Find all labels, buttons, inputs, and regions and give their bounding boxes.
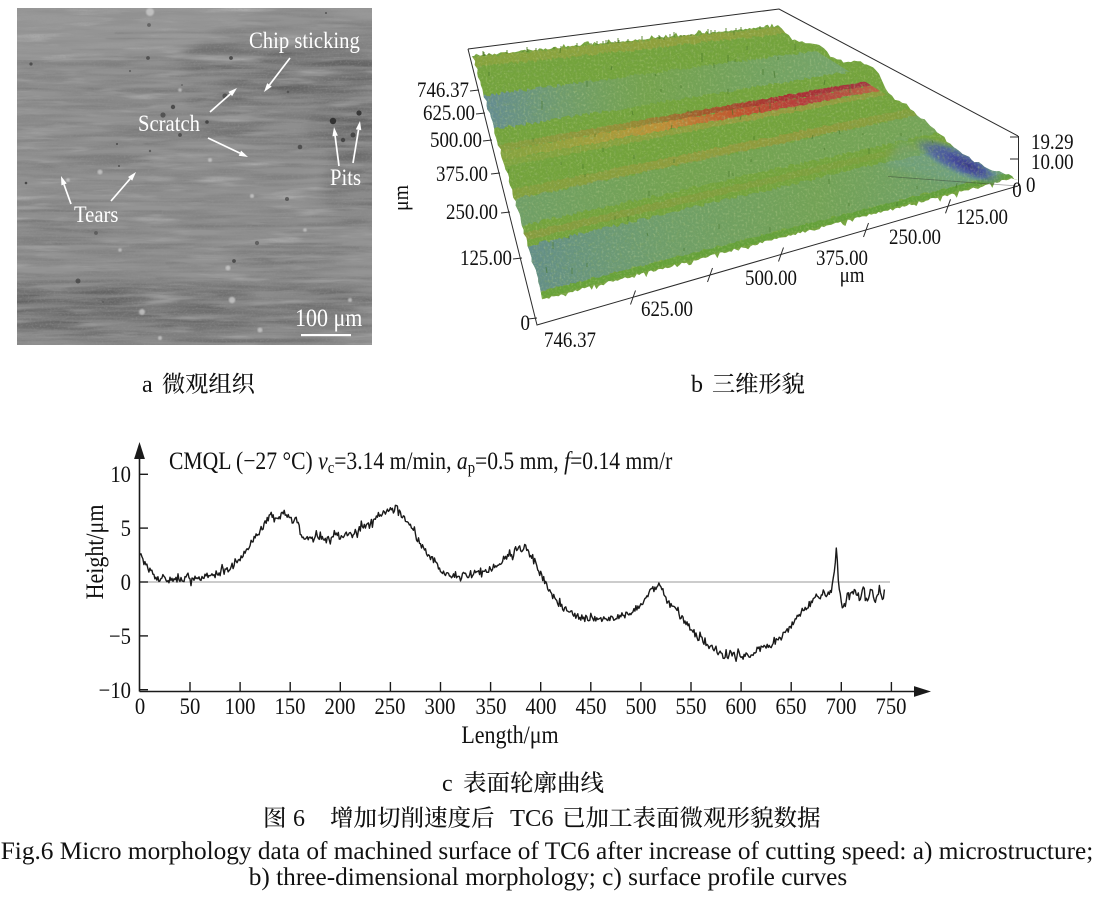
svg-text:0: 0 xyxy=(121,569,131,596)
svg-text:750: 750 xyxy=(875,693,906,720)
svg-text:375.00: 375.00 xyxy=(436,163,488,187)
svg-text:100 μm: 100 μm xyxy=(295,305,362,333)
svg-text:0: 0 xyxy=(521,312,530,336)
svg-text:125.00: 125.00 xyxy=(956,206,1008,230)
svg-text:700: 700 xyxy=(825,693,856,720)
svg-text:19.29: 19.29 xyxy=(1031,131,1074,155)
svg-text:350: 350 xyxy=(475,693,506,720)
svg-text:10.00: 10.00 xyxy=(1031,151,1074,175)
svg-text:250.00: 250.00 xyxy=(889,226,941,250)
svg-text:125.00: 125.00 xyxy=(460,247,512,271)
svg-text:b) three-dimensional morpholog: b) three-dimensional morphology; c) surf… xyxy=(249,863,847,891)
svg-text:500: 500 xyxy=(625,693,656,720)
svg-text:500.00: 500.00 xyxy=(430,129,482,153)
svg-text:10: 10 xyxy=(110,461,131,488)
svg-text:375.00: 375.00 xyxy=(816,247,868,271)
svg-text:CMQL (−27 °C) vc=3.14 m/min, a: CMQL (−27 °C) vc=3.14 m/min, ap=0.5 mm, … xyxy=(169,448,673,478)
svg-text:Fig.6 Micro morphology data of: Fig.6 Micro morphology data of machined … xyxy=(1,837,1094,865)
svg-text:600: 600 xyxy=(725,693,756,720)
svg-text:100: 100 xyxy=(224,693,255,720)
svg-text:500.00: 500.00 xyxy=(745,267,797,291)
svg-text:Height/μm: Height/μm xyxy=(82,505,110,600)
svg-text:746.37: 746.37 xyxy=(417,79,469,103)
svg-text:450: 450 xyxy=(575,693,606,720)
svg-text:Pits: Pits xyxy=(330,164,361,191)
svg-text:50: 50 xyxy=(180,693,201,720)
svg-text:μm: μm xyxy=(388,185,413,211)
svg-text:650: 650 xyxy=(775,693,806,720)
svg-text:746.37: 746.37 xyxy=(544,329,596,353)
svg-text:Length/μm: Length/μm xyxy=(461,722,558,750)
svg-text:150: 150 xyxy=(274,693,305,720)
svg-text:μm: μm xyxy=(840,264,865,288)
svg-text:TC6: TC6 xyxy=(510,805,554,832)
svg-text:−5: −5 xyxy=(109,623,131,650)
svg-text:250: 250 xyxy=(374,693,405,720)
svg-text:b: b xyxy=(691,372,703,398)
svg-text:0: 0 xyxy=(1026,174,1035,198)
svg-text:625.00: 625.00 xyxy=(641,298,693,322)
svg-text:−10: −10 xyxy=(99,677,131,704)
svg-text:c: c xyxy=(442,771,453,797)
svg-text:0: 0 xyxy=(135,693,145,720)
svg-text:550: 550 xyxy=(675,693,706,720)
svg-text:0: 0 xyxy=(1012,179,1021,203)
svg-text:5: 5 xyxy=(121,515,131,542)
svg-text:400: 400 xyxy=(525,693,556,720)
svg-text:Chip sticking: Chip sticking xyxy=(249,27,360,54)
svg-text:200: 200 xyxy=(324,693,355,720)
svg-text:625.00: 625.00 xyxy=(423,102,475,126)
svg-text:a: a xyxy=(142,372,153,398)
svg-text:Scratch: Scratch xyxy=(138,110,200,137)
svg-text:6: 6 xyxy=(293,806,305,832)
svg-text:Tears: Tears xyxy=(74,201,118,228)
svg-text:250.00: 250.00 xyxy=(446,201,498,225)
svg-text:300: 300 xyxy=(424,693,455,720)
